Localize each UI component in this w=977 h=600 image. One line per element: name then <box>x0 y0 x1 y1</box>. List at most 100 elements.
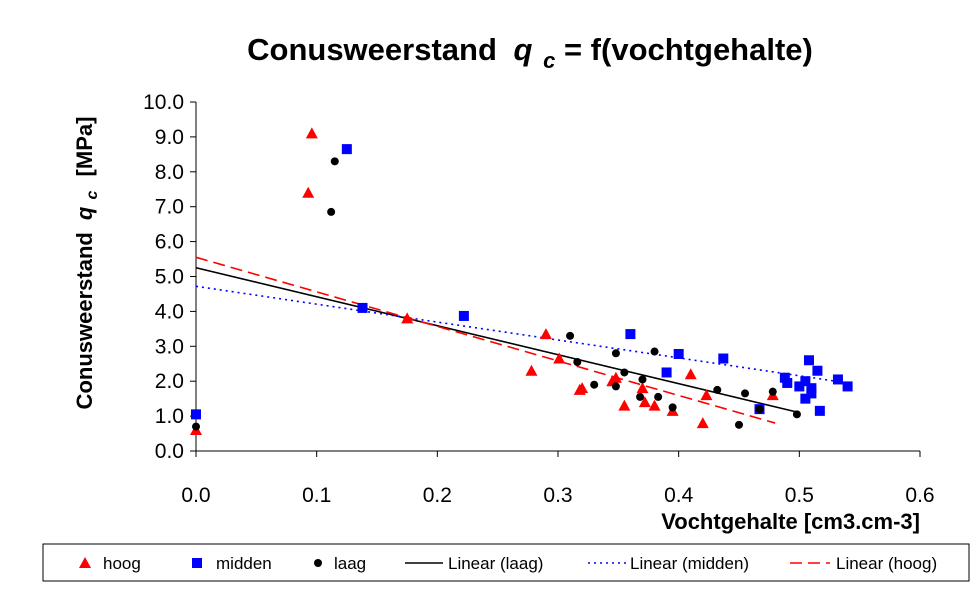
legend-marker <box>192 558 202 568</box>
data-point-laag <box>573 358 582 367</box>
chart-title-subscript: c <box>543 48 555 73</box>
legend: hoog midden laag Linear (laag) Linear (midde… <box>42 543 970 582</box>
data-point-midden <box>458 310 469 321</box>
data-point-hoog <box>576 382 589 394</box>
y-tick-label: 3.0 <box>155 335 184 358</box>
legend-label: Linear (midden) <box>630 554 749 573</box>
series-hoog <box>190 127 779 436</box>
legend-label: Linear (hoog) <box>836 554 937 573</box>
data-point-laag <box>590 380 599 389</box>
data-point-midden <box>800 376 811 387</box>
data-point-laag <box>192 422 200 431</box>
data-point-midden <box>812 365 823 376</box>
data-point-hoog <box>305 127 318 139</box>
data-point-midden <box>814 405 825 416</box>
data-point-hoog <box>684 368 697 380</box>
data-point-laag <box>611 382 620 391</box>
data-point-laag <box>668 403 677 412</box>
data-point-midden <box>794 381 805 392</box>
legend-marker <box>79 557 91 568</box>
data-point-hoog <box>609 371 622 383</box>
data-point-hoog <box>648 399 661 411</box>
x-tick-label: 0.6 <box>905 484 934 507</box>
x-tick-label: 0.2 <box>423 484 452 507</box>
legend-item-laag: laag <box>314 554 366 573</box>
legend-item-linear-midden: Linear (midden) <box>588 554 749 573</box>
y-tick-label: 2.0 <box>155 370 184 393</box>
y-axis-title-subscript: c <box>84 190 101 199</box>
y-tick-label: 1.0 <box>155 405 184 428</box>
data-point-hoog <box>638 396 651 408</box>
x-tick-label: 0.3 <box>543 484 572 507</box>
legend-item-midden: midden <box>192 554 272 573</box>
data-point-hoog <box>539 328 552 340</box>
data-point-laag <box>566 331 575 340</box>
y-axis-title-unit: [MPa] <box>72 117 97 177</box>
x-tick-label: 0.5 <box>785 484 814 507</box>
y-tick-label: 8.0 <box>155 161 184 184</box>
data-point-hoog <box>618 399 631 411</box>
legend-label: midden <box>216 554 272 573</box>
y-axis-title-symbol: q <box>72 206 97 220</box>
data-point-midden <box>800 393 811 404</box>
chart-title-symbol: q <box>514 32 533 67</box>
x-tick-label: 0.0 <box>181 484 210 507</box>
y-tick-label: 10.0 <box>143 91 184 114</box>
x-tick-label: 0.4 <box>664 484 694 507</box>
legend-item-linear-laag: Linear (laag) <box>405 554 543 573</box>
data-point-laag <box>792 410 801 419</box>
legend-label: laag <box>334 554 366 573</box>
data-point-hoog <box>525 364 538 376</box>
data-point-hoog <box>553 352 566 364</box>
trendline-linear-midden <box>195 285 848 384</box>
data-point-midden <box>357 302 368 313</box>
data-point-hoog <box>302 186 315 198</box>
x-axis-title: Vochtgehalte [cm3.cm-3] <box>661 509 920 534</box>
data-point-midden <box>341 144 352 155</box>
data-point-laag <box>735 420 743 429</box>
y-tick-label: 5.0 <box>155 266 184 289</box>
data-point-midden <box>718 353 729 364</box>
series-laag <box>192 157 801 431</box>
legend-label: hoog <box>103 554 141 573</box>
data-point-hoog <box>401 312 414 324</box>
data-point-laag <box>741 389 750 398</box>
data-point-laag <box>713 385 722 394</box>
y-tick-label: 6.0 <box>155 231 184 254</box>
trendline-linear-hoog <box>195 256 776 424</box>
data-point-midden <box>782 377 793 388</box>
data-point-midden <box>832 374 843 385</box>
data-point-midden <box>625 329 636 340</box>
data-point-midden <box>806 383 817 394</box>
data-point-laag <box>620 368 629 377</box>
data-point-laag <box>638 375 647 384</box>
legend-marker <box>314 559 322 567</box>
data-point-midden <box>661 367 672 378</box>
data-point-laag <box>755 405 764 414</box>
data-point-midden <box>191 409 201 420</box>
axes: 0.0 1.0 2.0 3.0 4.0 5.0 6.0 7.0 8.0 9.0 10.0 0.0 0.1… <box>143 91 934 507</box>
data-point-hoog <box>700 389 713 401</box>
data-point-laag <box>327 207 336 216</box>
trendline-linear-laag <box>195 266 800 414</box>
data-point-laag <box>636 392 645 401</box>
data-point-midden <box>673 348 684 359</box>
data-point-laag <box>768 387 777 396</box>
data-point-laag <box>650 347 659 356</box>
y-tick-label: 0.0 <box>155 440 184 463</box>
trendlines <box>195 256 848 424</box>
data-point-laag <box>654 392 663 401</box>
data-point-midden <box>803 355 814 366</box>
data-point-midden <box>806 388 817 399</box>
y-axis-title: Conusweerstand q c [MPa] <box>72 117 102 410</box>
chart-title-main: Conusweerstand <box>247 32 497 67</box>
x-tick-label: 0.1 <box>302 484 331 507</box>
data-point-midden <box>842 381 853 392</box>
data-points <box>190 127 853 436</box>
y-tick-label: 4.0 <box>155 300 184 323</box>
chart-title: Conusweerstand q c = f(vochtgehalte) <box>247 32 813 75</box>
chart-title-rest: = f(vochtgehalte) <box>564 32 813 67</box>
data-point-laag <box>330 157 339 166</box>
legend-label: Linear (laag) <box>448 554 543 573</box>
